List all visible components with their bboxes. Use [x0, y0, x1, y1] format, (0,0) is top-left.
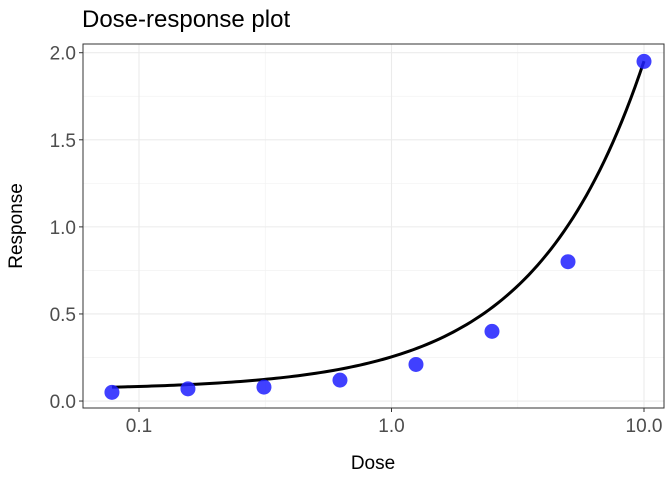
data-point [408, 356, 424, 372]
x-axis-label: Dose [351, 453, 395, 474]
grid-minor [83, 44, 664, 408]
panel-border [82, 43, 665, 409]
y-tick-label: 2.0 [50, 44, 76, 65]
x-tick-label: 1.0 [378, 416, 404, 437]
data-point [332, 372, 348, 388]
y-tick-label: 0.0 [50, 392, 76, 413]
data-point [560, 254, 576, 270]
fit-line [111, 60, 646, 389]
y-axis-ticks: 0.0 0.5 1.0 1.5 2.0 [50, 44, 83, 413]
x-tick-label: 0.1 [126, 416, 152, 437]
y-axis-label: Response [6, 183, 27, 269]
chart-title: Dose-response plot [82, 6, 290, 33]
grid-major [83, 44, 664, 408]
y-tick-label: 1.5 [50, 131, 76, 152]
data-point [104, 384, 120, 400]
data-point [484, 323, 500, 339]
data-point [636, 53, 652, 69]
y-tick-label: 0.5 [50, 305, 76, 326]
data-points [104, 53, 652, 400]
data-point [180, 381, 196, 397]
data-point [256, 379, 272, 395]
y-tick-label: 1.0 [50, 218, 76, 239]
x-tick-label: 10.0 [626, 416, 663, 437]
x-axis-ticks: 0.1 1.0 10.0 [126, 408, 663, 437]
